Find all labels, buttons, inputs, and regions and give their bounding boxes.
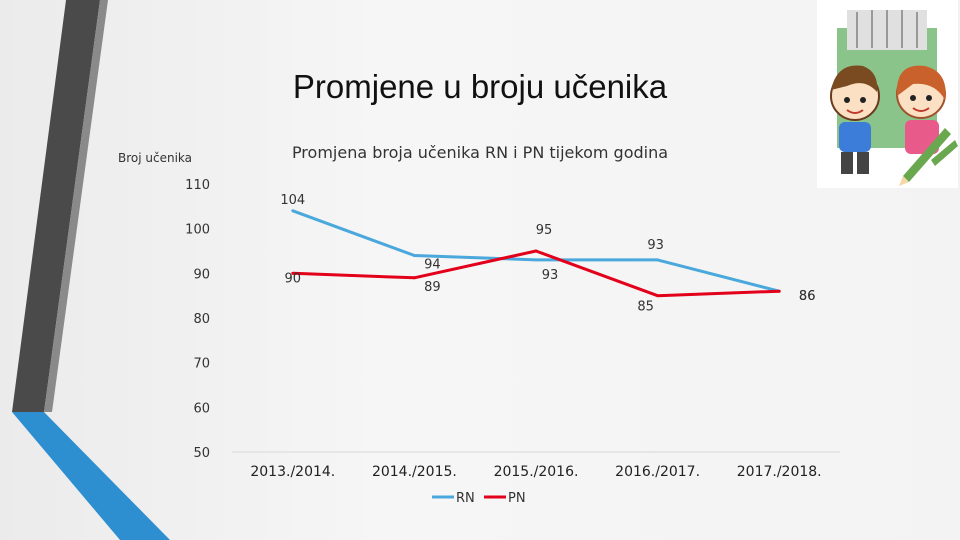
data-point-pn xyxy=(656,294,660,298)
data-label-rn: 93 xyxy=(647,238,664,253)
data-point-rn xyxy=(291,209,295,213)
data-label-pn: 95 xyxy=(536,223,553,238)
x-tick-label: 2014./2015. xyxy=(372,464,457,480)
slide-title: Promjene u broju učenika xyxy=(292,68,668,105)
x-tick-label: 2017./2018. xyxy=(737,464,822,480)
y-tick-label: 50 xyxy=(193,446,210,461)
data-label-rn: 94 xyxy=(424,257,441,272)
legend: RN PN xyxy=(432,491,526,506)
data-point-pn xyxy=(777,289,781,293)
y-tick-label: 110 xyxy=(185,178,210,193)
series-lines xyxy=(291,209,781,298)
y-axis-ticks: 50 60 70 80 90 100 110 xyxy=(185,178,210,461)
y-tick-label: 70 xyxy=(193,357,210,372)
data-label-pn: 86 xyxy=(799,289,816,304)
y-tick-label: 90 xyxy=(193,267,210,282)
legend-label-rn: RN xyxy=(456,491,475,506)
y-tick-label: 100 xyxy=(185,223,210,238)
data-point-rn xyxy=(656,258,660,262)
y-tick-label: 60 xyxy=(193,401,210,416)
x-axis-ticks: 2013./2014. 2014./2015. 2015./2016. 2016./2… xyxy=(250,464,821,480)
y-tick-label: 80 xyxy=(193,312,210,327)
blue-stripe xyxy=(12,412,170,540)
data-label-rn: 104 xyxy=(280,193,305,208)
data-label-pn: 89 xyxy=(424,280,441,295)
x-tick-label: 2015./2016. xyxy=(494,464,579,480)
light-stripe xyxy=(44,0,108,412)
x-tick-label: 2013./2014. xyxy=(250,464,335,480)
data-label-rn: 86 xyxy=(799,289,816,304)
legend-label-pn: PN xyxy=(508,491,526,506)
x-tick-label: 2016./2017. xyxy=(615,464,700,480)
dark-stripe xyxy=(12,0,100,412)
data-point-pn xyxy=(534,249,538,253)
data-point-pn xyxy=(412,276,416,280)
chart-title: Promjena broja učenika RN i PN tijekom g… xyxy=(292,143,668,162)
y-axis-label: Broj učenika xyxy=(118,151,192,165)
data-point-pn xyxy=(291,271,295,275)
children-with-books-and-pencils-icon xyxy=(817,0,958,188)
data-label-pn: 85 xyxy=(637,300,654,315)
data-point-rn xyxy=(534,258,538,262)
data-label-rn: 93 xyxy=(542,268,559,283)
data-label-pn: 90 xyxy=(285,271,302,286)
data-point-rn xyxy=(412,253,416,257)
